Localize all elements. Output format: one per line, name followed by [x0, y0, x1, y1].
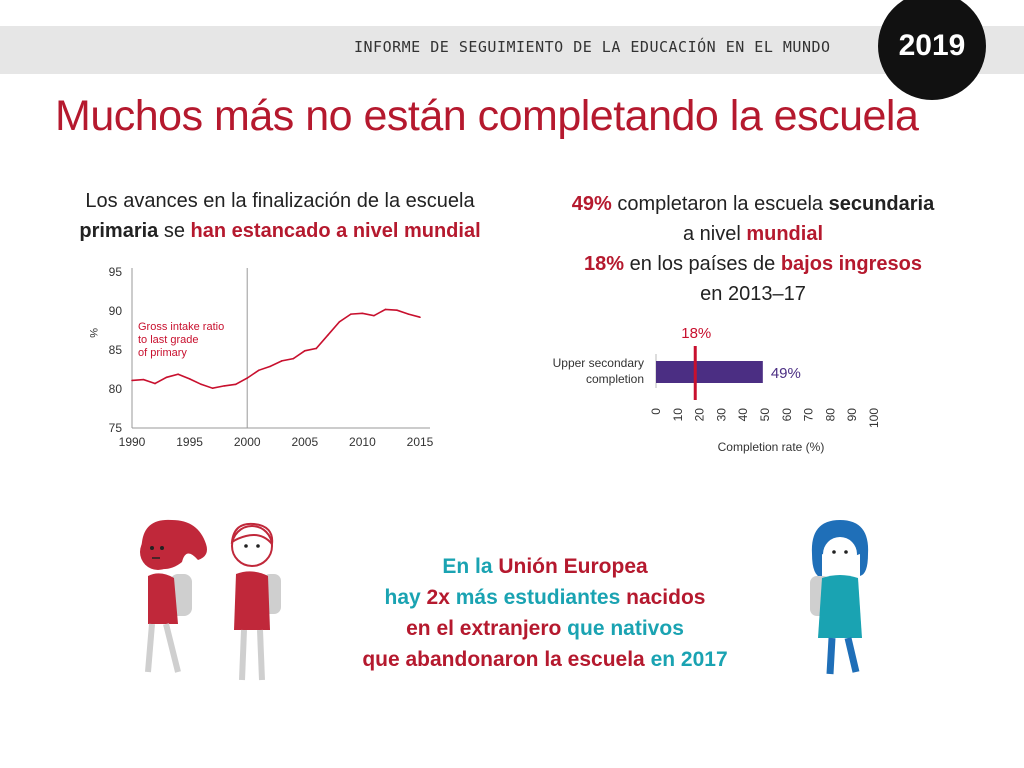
x-tick-label: 80	[823, 408, 837, 422]
data-point	[292, 357, 295, 360]
data-point	[327, 334, 329, 336]
header-banner	[0, 26, 1024, 74]
x-tick-label: 10	[671, 408, 685, 422]
left-line-1: Los avances en la finalización de la esc…	[85, 190, 475, 212]
bar-category-label-line-2: completion	[586, 372, 644, 386]
eu-line-2: hay 2x más estudiantes nacidos	[384, 586, 706, 609]
right-line-2: a nivel mundial	[682, 223, 824, 245]
bar-chart: Upper secondary completion 49% 18% 0 10 20…	[553, 325, 881, 454]
student-2-eye-left	[244, 544, 248, 548]
student-1-body	[148, 573, 178, 624]
y-tick-label: 90	[109, 304, 123, 318]
x-tick-label: 1990	[119, 435, 146, 449]
x-tick-label: 90	[845, 408, 859, 422]
data-point	[304, 349, 306, 352]
student-1-legs	[145, 623, 181, 673]
reference-line-label: 18%	[681, 325, 711, 342]
x-tick-label: 50	[758, 408, 772, 422]
data-point	[165, 376, 168, 379]
student-3-face	[823, 537, 857, 571]
year-label: 2019	[898, 29, 966, 62]
student-3-legs	[826, 637, 860, 675]
data-point	[361, 312, 364, 315]
student-2-body	[234, 571, 270, 630]
x-axis-label: Completion rate (%)	[718, 440, 825, 454]
series-line	[131, 308, 421, 390]
data-point	[200, 383, 202, 386]
data-point	[154, 382, 156, 385]
eu-line-1: En la Unión Europea	[442, 555, 648, 578]
student-2-hair	[230, 522, 274, 547]
data-point	[246, 377, 248, 379]
series-annotation-line-2: to last grade	[138, 334, 199, 346]
bar-category-label-line-1: Upper secondary	[553, 356, 644, 370]
data-point	[373, 314, 375, 317]
data-point	[350, 313, 352, 315]
series-annotation-line-1: Gross intake ratio	[138, 321, 224, 333]
y-tick-label: 80	[109, 382, 123, 396]
x-tick-label: 1995	[176, 435, 203, 449]
right-line-3: 18% en los países de bajos ingresos	[584, 253, 922, 275]
data-point	[177, 373, 179, 375]
student-3-eye-right	[844, 550, 848, 554]
x-tick-label: 20	[693, 408, 707, 422]
left-line-2: primaria se han estancado a nivel mundia…	[79, 220, 481, 242]
student-2-eye-right	[256, 544, 260, 548]
data-point	[188, 378, 191, 380]
y-tick-label: 85	[109, 343, 123, 357]
data-point	[419, 316, 421, 319]
data-point	[396, 309, 398, 312]
x-tick-label: 70	[802, 408, 816, 422]
data-point	[280, 360, 283, 362]
data-point	[407, 313, 410, 315]
year-badge: 2019	[878, 0, 986, 100]
data-point	[234, 383, 237, 386]
x-tick-label: 40	[736, 408, 750, 422]
data-point	[338, 321, 341, 323]
x-tick-label: 2000	[234, 435, 261, 449]
student-2-face	[231, 525, 273, 567]
x-tick-label: 2015	[407, 435, 434, 449]
student-illustration-left	[140, 519, 281, 681]
page-title: Muchos más no están completando la escue…	[55, 92, 919, 140]
data-point	[223, 385, 225, 387]
student-2-legs	[239, 629, 265, 681]
y-axis-label: %	[87, 328, 99, 338]
data-point	[142, 378, 145, 381]
left-paragraph: Los avances en la finalización de la esc…	[40, 186, 520, 246]
student-3-eye-left	[832, 550, 836, 554]
data-point	[269, 365, 272, 368]
right-line-4: en 2013–17	[700, 283, 806, 305]
bar-value-label: 49%	[771, 365, 801, 382]
right-line-1: 49% completaron la escuela secundaria	[571, 193, 935, 215]
eu-paragraph: En la Unión Europea hay 2x más estudiant…	[330, 551, 760, 675]
student-1-eye-left	[150, 546, 154, 550]
y-tick-label: 95	[109, 265, 123, 279]
data-point	[315, 347, 318, 350]
student-1-eye-right	[160, 546, 164, 550]
data-point	[384, 308, 387, 311]
series-annotation-line-3: of primary	[138, 347, 187, 359]
student-3-body	[818, 575, 862, 638]
eu-line-3: en el extranjero que nativos	[406, 617, 684, 640]
x-tick-label: 60	[780, 408, 794, 422]
x-tick-label: 100	[867, 408, 881, 428]
bar-upper-secondary	[656, 361, 763, 383]
right-paragraph: 49% completaron la escuela secundaria a …	[520, 189, 986, 309]
x-tick-label: 2010	[349, 435, 376, 449]
eu-line-4: que abandonaron la escuela en 2017	[362, 648, 728, 671]
line-chart: % 95 90 85 80 75 1990 1995 2000 2005 2010 2015 Gr…	[87, 265, 434, 449]
x-tick-label: 30	[714, 408, 728, 422]
x-tick-label: 2005	[291, 435, 318, 449]
x-tick-label: 0	[649, 408, 663, 415]
data-point	[131, 379, 133, 382]
student-illustration-right	[810, 520, 869, 675]
data-point	[211, 387, 214, 390]
y-tick-label: 75	[109, 421, 123, 435]
data-point	[257, 369, 260, 372]
student-1-face	[140, 534, 176, 570]
report-title: INFORME DE SEGUIMIENTO DE LA EDUCACIÓN E…	[354, 38, 831, 56]
